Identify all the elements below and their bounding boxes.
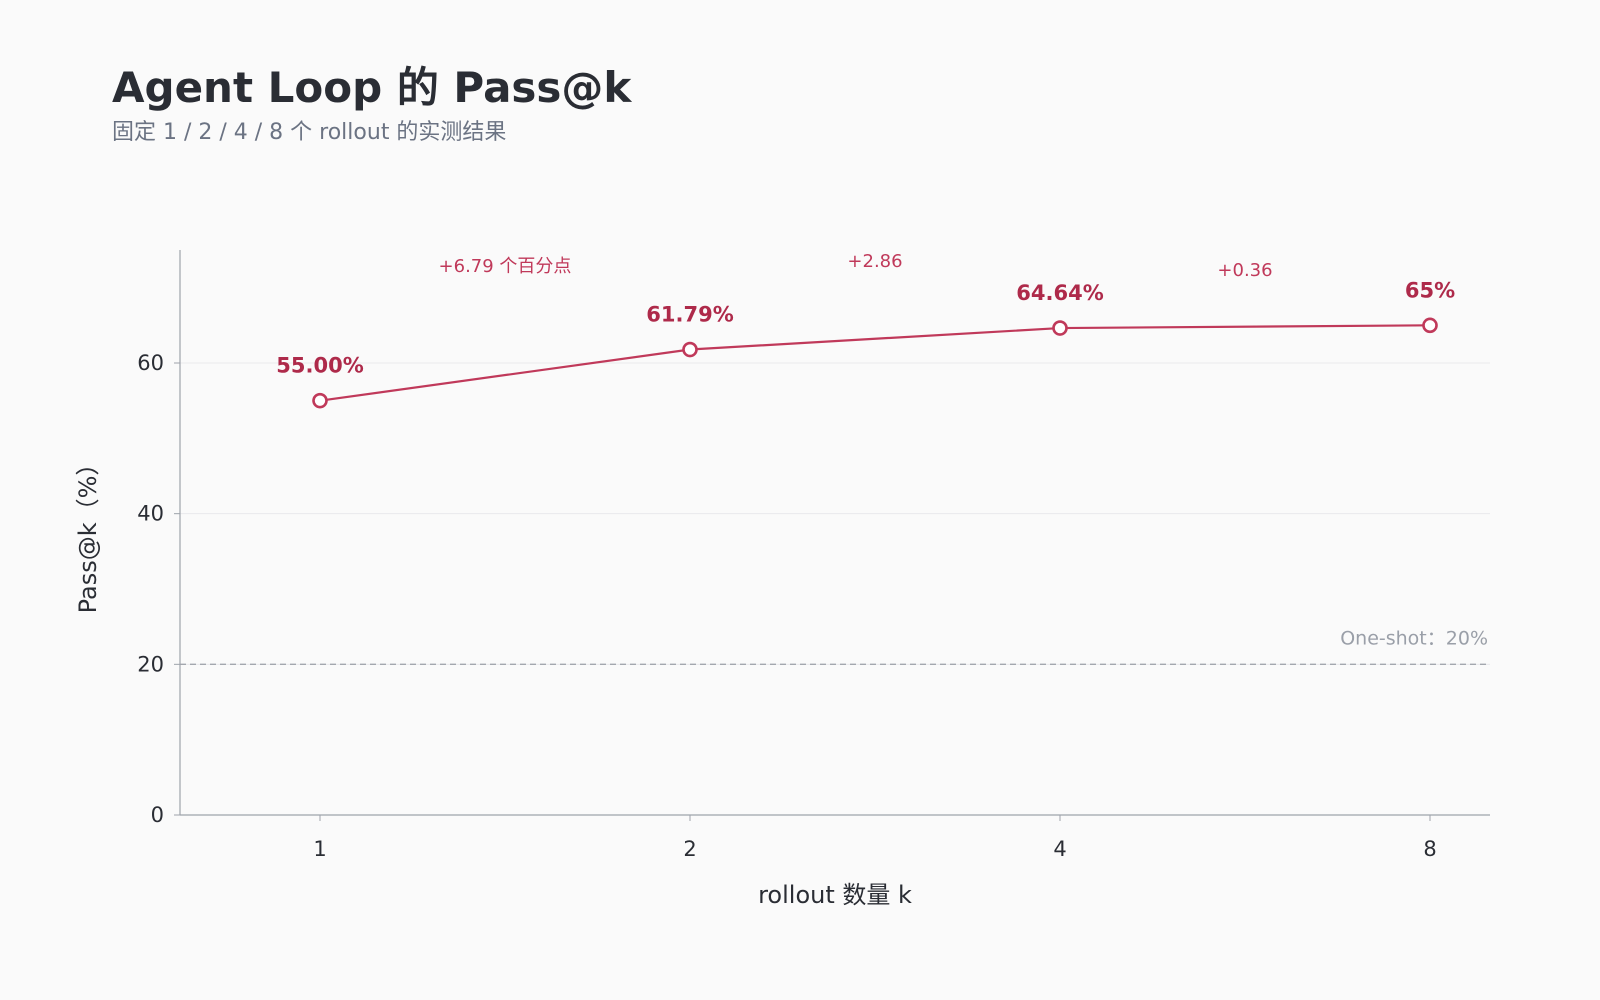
- delta-label: +2.86: [847, 251, 902, 272]
- x-tick-label: 4: [1053, 837, 1066, 861]
- series-line-group: [319, 324, 1431, 402]
- y-axis-title: Pass@k（%）: [74, 452, 102, 614]
- y-tick-label: 20: [137, 652, 164, 676]
- data-value-label: 64.64%: [1016, 281, 1103, 305]
- data-point: [312, 392, 328, 409]
- x-tick-label: 1: [313, 837, 326, 861]
- delta-label: +6.79 个百分点: [439, 256, 572, 277]
- y-tick-label: 40: [137, 502, 164, 526]
- gridlines: [180, 362, 1490, 665]
- x-axis-title: rollout 数量 k: [758, 881, 912, 909]
- data-point: [1422, 317, 1438, 334]
- delta-label: +0.36: [1217, 260, 1272, 281]
- pass-at-k-series-line: [319, 324, 1431, 402]
- y-tick-label: 0: [151, 803, 164, 827]
- x-tick-label: 2: [683, 837, 696, 861]
- data-point: [682, 341, 698, 358]
- data-value-label: 65%: [1405, 278, 1455, 302]
- delta-labels: +6.79 个百分点 +2.86 +0.36: [439, 251, 1273, 281]
- reference-line-group: One-shot：20%: [180, 627, 1490, 665]
- y-tick-labels: 0 20 40 60: [137, 351, 180, 827]
- axes: [179, 250, 1490, 816]
- value-labels: 55.00% 61.79% 64.64% 65%: [276, 278, 1455, 377]
- data-value-label: 55.00%: [276, 354, 363, 378]
- chart-title: Agent Loop 的 Pass@k: [112, 63, 632, 112]
- chart-subtitle: 固定 1 / 2 / 4 / 8 个 rollout 的实测结果: [112, 120, 507, 145]
- x-tick-labels: 1 2 4 8: [313, 815, 1437, 861]
- data-value-label: 61.79%: [646, 303, 733, 327]
- y-tick-label: 60: [137, 351, 164, 375]
- one-shot-reference-label: One-shot：20%: [1340, 627, 1488, 649]
- data-point: [1052, 320, 1068, 336]
- data-points: [312, 317, 1438, 409]
- x-tick-label: 8: [1423, 837, 1436, 861]
